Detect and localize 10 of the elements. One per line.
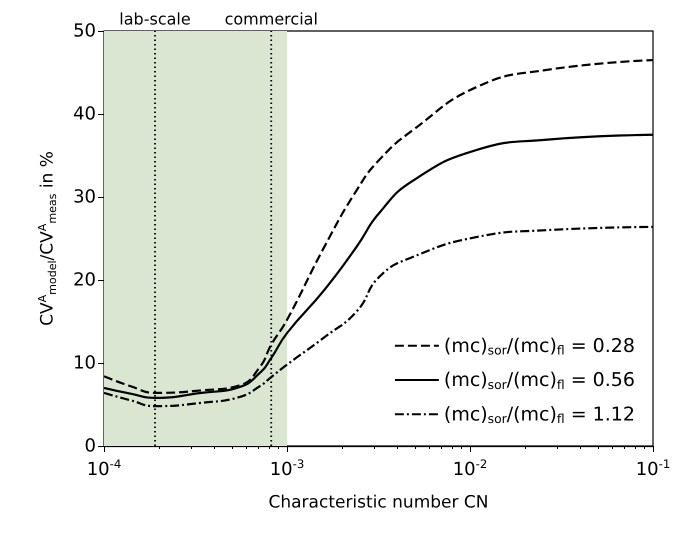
x-axis-title: Characteristic number CN [268, 492, 488, 512]
ref-line-label: lab-scale [119, 10, 191, 28]
y-tick-label: 30 [73, 186, 96, 208]
ref-line-label: commercial [224, 10, 318, 28]
y-axis-title: CVAmodel/CVAmeas in % [36, 151, 59, 326]
y-tick-label: 10 [73, 352, 96, 374]
y-tick-label: 20 [73, 270, 96, 290]
y-tick-label: 50 [73, 20, 96, 42]
y-tick-label: 40 [73, 104, 96, 124]
y-tick-label: 0 [84, 436, 96, 456]
